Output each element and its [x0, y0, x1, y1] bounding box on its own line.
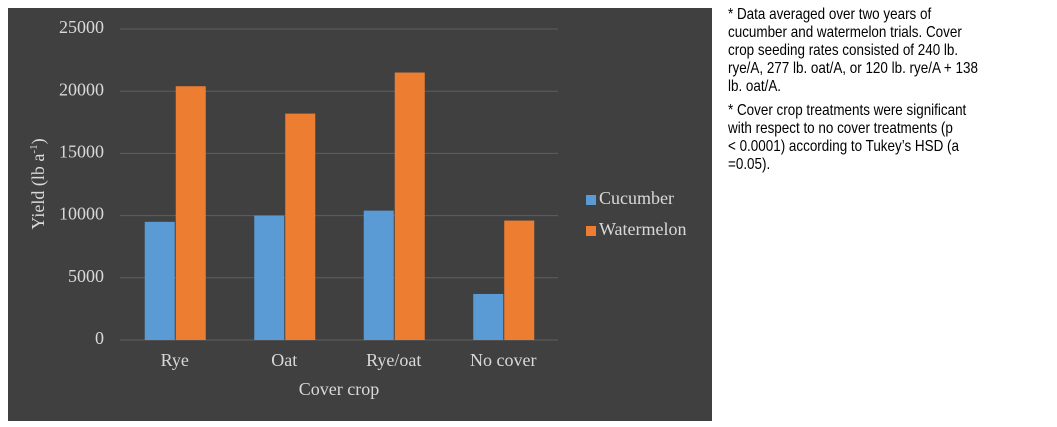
note-line: lb. oat/A. [728, 78, 782, 95]
x-tick-label: Rye [161, 350, 189, 370]
note-line: rye/A, 277 lb. oat/A, or 120 lb. rye/A +… [728, 60, 978, 77]
y-tick-label: 10000 [59, 204, 104, 224]
bar [285, 113, 316, 340]
bar [473, 293, 504, 340]
note: * Data averaged over two years of cucumbe… [728, 6, 1047, 96]
y-axis-label: Yield (lb a-1) [28, 138, 50, 229]
note: * Cover crop treatments were significant… [728, 102, 1047, 174]
legend-swatch [586, 195, 596, 205]
note-line: crop seeding rates consisted of 240 lb. [728, 42, 959, 59]
bar [175, 86, 206, 340]
bar [363, 210, 394, 340]
y-tick-label: 0 [95, 328, 104, 348]
y-label-superscript: -1 [28, 144, 40, 153]
legend-label: Watermelon [599, 219, 687, 239]
legend-swatch [586, 226, 596, 236]
bar [144, 221, 175, 340]
note-line: with respect to no cover treatments (p [728, 120, 953, 137]
x-tick-label: Oat [271, 350, 297, 370]
y-tick-label: 25000 [59, 17, 104, 37]
note-line: * Cover crop treatments were significant [728, 102, 967, 119]
chart-background [8, 8, 712, 421]
x-axis-label: Cover crop [299, 379, 379, 399]
x-tick-label: No cover [470, 350, 536, 370]
y-tick-label: 5000 [68, 266, 104, 286]
note-line: < 0.0001) according to Tukey’s HSD (a [728, 138, 959, 155]
legend-label: Cucumber [599, 188, 674, 208]
y-tick-label: 20000 [59, 79, 104, 99]
notes: * Data averaged over two years of cucumbe… [728, 6, 1047, 180]
y-label-suffix: ) [28, 138, 49, 144]
note-line: * Data averaged over two years of [728, 6, 932, 23]
note-line: cucumber and watermelon trials. Cover [728, 24, 962, 41]
y-label-text: Yield (lb a [28, 154, 49, 230]
y-tick-label: 15000 [59, 142, 104, 162]
bar [254, 215, 285, 340]
note-line: =0.05). [728, 156, 771, 173]
chart: Cover crop Yield (lb a-1) 0 5000 10000 1500… [8, 8, 712, 421]
bar [394, 72, 425, 340]
x-tick-label: Rye/oat [366, 350, 421, 370]
bar [504, 220, 535, 340]
